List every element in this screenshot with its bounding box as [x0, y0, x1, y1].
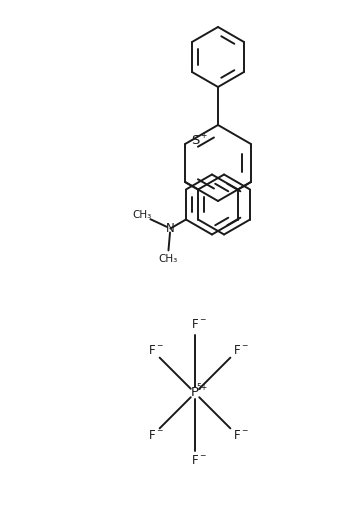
Text: −: −	[199, 315, 205, 325]
Text: −: −	[156, 341, 163, 350]
Text: −: −	[241, 426, 248, 435]
Text: F: F	[234, 429, 241, 442]
Text: 5+: 5+	[196, 383, 208, 392]
Text: F: F	[192, 455, 198, 467]
Text: N: N	[166, 222, 175, 235]
Text: F: F	[234, 344, 241, 357]
Text: S: S	[191, 134, 199, 146]
Text: +: +	[200, 131, 206, 140]
Text: −: −	[156, 426, 163, 435]
Text: −: −	[199, 452, 205, 460]
Text: CH₃: CH₃	[132, 210, 152, 220]
Text: F: F	[149, 429, 156, 442]
Text: CH₃: CH₃	[158, 255, 177, 264]
Text: P: P	[191, 387, 199, 399]
Text: F: F	[192, 319, 198, 332]
Text: F: F	[149, 344, 156, 357]
Text: −: −	[241, 341, 248, 350]
